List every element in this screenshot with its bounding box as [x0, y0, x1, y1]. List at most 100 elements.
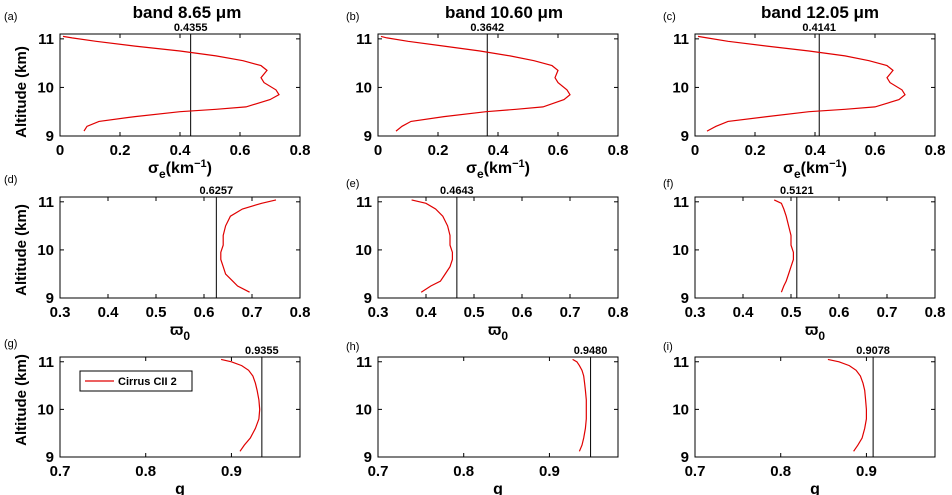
- panel-a-frame: [59, 33, 301, 137]
- y-axis-label-row-2: Altitude (km): [13, 204, 30, 296]
- panel-label-d: (d): [4, 174, 17, 186]
- x-tick-label-f-5: 0.8: [925, 304, 946, 321]
- panel-i: 0.7 0.8 0.9 9 10 11 0.9078 g: [672, 345, 936, 495]
- x-tick-label-b-4: 0.8: [608, 142, 629, 159]
- profile-line-g: [220, 358, 261, 452]
- x-tick-label-b-2: 0.4: [488, 142, 510, 159]
- y-tick-label-a-1: 10: [37, 79, 54, 96]
- y-tick-label-g-0: 9: [46, 449, 54, 466]
- x-tick-label-d-4: 0.7: [242, 304, 263, 321]
- panel-label-a: (a): [4, 11, 17, 23]
- profile-line-a: [62, 35, 280, 132]
- x-tick-label-c-0: 0: [691, 142, 699, 159]
- panel-label-e: (e): [346, 178, 359, 190]
- x-tick-label-h-2: 0.9: [539, 463, 560, 480]
- x-tick-label-d-2: 0.5: [146, 304, 167, 321]
- panel-e: 0.3 0.4 0.5 0.6 0.7 0.8 9 10 11 0.4643 ϖ0: [355, 185, 628, 343]
- x-tick-label-c-3: 0.6: [865, 142, 886, 159]
- x-tick-label-c-2: 0.4: [805, 142, 827, 159]
- reference-value-i: 0.9078: [856, 345, 890, 357]
- profile-line-d: [220, 199, 277, 293]
- x-tick-label-c-1: 0.2: [745, 142, 766, 159]
- x-tick-label-i-0: 0.7: [685, 463, 706, 480]
- y-tick-label-h-0: 9: [364, 449, 372, 466]
- x-tick-label-i-2: 0.9: [856, 463, 877, 480]
- x-tick-label-f-3: 0.6: [829, 304, 850, 321]
- profile-line-c: [697, 35, 906, 132]
- x-tick-label-a-3: 0.6: [230, 142, 251, 159]
- y-tick-label-d-0: 9: [46, 290, 54, 307]
- y-tick-label-b-0: 9: [364, 128, 372, 145]
- y-tick-label-i-0: 9: [681, 449, 689, 466]
- x-tick-label-d-0: 0.3: [50, 304, 71, 321]
- x-tick-label-e-2: 0.5: [464, 304, 485, 321]
- column-title-3: band 12.05 μm: [761, 3, 879, 22]
- x-tick-label-e-3: 0.6: [512, 304, 533, 321]
- x-tick-label-d-3: 0.6: [194, 304, 215, 321]
- y-axis-label-row-3: Altitude (km): [13, 354, 30, 446]
- y-tick-label-h-1: 10: [355, 401, 372, 418]
- reference-value-b: 0.3642: [470, 22, 504, 34]
- x-tick-label-a-4: 0.8: [290, 142, 311, 159]
- reference-value-a: 0.4355: [174, 22, 208, 34]
- x-tick-label-f-1: 0.4: [733, 304, 755, 321]
- panel-f-frame: [694, 196, 936, 299]
- x-axis-label-i: g: [810, 481, 820, 495]
- panel-h: 0.7 0.8 0.9 9 10 11 0.9480 g: [355, 345, 619, 495]
- y-tick-label-a-0: 9: [46, 128, 54, 145]
- panel-h-frame: [377, 356, 619, 458]
- y-tick-label-a-2: 11: [38, 31, 54, 48]
- x-tick-label-a-0: 0: [56, 142, 64, 159]
- x-tick-label-f-2: 0.5: [781, 304, 802, 321]
- y-tick-label-c-1: 10: [672, 79, 689, 96]
- x-tick-label-f-0: 0.3: [685, 304, 706, 321]
- x-axis-label-e: ϖ0: [488, 322, 509, 343]
- profile-line-i: [827, 358, 868, 452]
- y-tick-label-e-0: 9: [364, 290, 372, 307]
- panel-d-frame: [59, 196, 301, 299]
- x-tick-label-g-2: 0.9: [221, 463, 242, 480]
- x-tick-label-d-1: 0.4: [98, 304, 120, 321]
- x-axis-label-b: σe(km−1): [466, 158, 530, 181]
- panel-label-c: (c): [663, 11, 676, 23]
- profile-line-h: [572, 358, 587, 452]
- x-tick-label-h-1: 0.8: [453, 463, 474, 480]
- column-title-1: band 8.65 μm: [133, 3, 242, 22]
- profile-line-e: [411, 199, 453, 293]
- panel-i-frame: [694, 356, 936, 458]
- panel-label-f: (f): [663, 178, 673, 190]
- y-tick-label-i-1: 10: [672, 401, 689, 418]
- panel-a: 0 0.2 0.4 0.6 0.8 9 10 11 0.4355 σe(km−1): [37, 22, 310, 181]
- reference-value-f: 0.5121: [780, 185, 814, 197]
- x-axis-label-h: g: [493, 481, 503, 495]
- x-tick-label-e-4: 0.7: [560, 304, 581, 321]
- y-tick-label-d-1: 10: [37, 242, 54, 259]
- y-tick-label-f-0: 9: [681, 290, 689, 307]
- panel-label-i: (i): [663, 341, 673, 353]
- y-axis-label-row-1: Altitude (km): [13, 46, 30, 138]
- profile-line-f: [773, 199, 795, 293]
- y-tick-label-e-1: 10: [355, 242, 372, 259]
- reference-value-c: 0.4141: [802, 22, 836, 34]
- profile-line-b: [380, 35, 571, 132]
- y-tick-label-h-2: 11: [356, 354, 372, 371]
- x-axis-label-c: σe(km−1): [783, 158, 847, 181]
- x-tick-label-e-0: 0.3: [368, 304, 389, 321]
- x-tick-label-g-1: 0.8: [135, 463, 156, 480]
- x-tick-label-e-5: 0.8: [608, 304, 629, 321]
- x-tick-label-e-1: 0.4: [416, 304, 438, 321]
- x-tick-label-h-0: 0.7: [368, 463, 389, 480]
- x-tick-label-b-3: 0.6: [548, 142, 569, 159]
- panel-f: 0.3 0.4 0.5 0.6 0.7 0.8 9 10 11 0.5121 ϖ0: [672, 185, 945, 343]
- panel-label-h: (h): [346, 341, 359, 353]
- column-title-2: band 10.60 μm: [445, 3, 563, 22]
- x-tick-label-a-1: 0.2: [110, 142, 131, 159]
- y-tick-label-e-2: 11: [356, 194, 372, 211]
- y-tick-label-i-2: 11: [673, 354, 689, 371]
- legend: Cirrus CII 2: [79, 370, 193, 392]
- y-tick-label-g-2: 11: [38, 354, 54, 371]
- y-tick-label-c-0: 9: [681, 128, 689, 145]
- panel-b: 0 0.2 0.4 0.6 0.8 9 10 11 0.3642 σe(km−1): [355, 22, 628, 181]
- x-tick-label-a-2: 0.4: [170, 142, 192, 159]
